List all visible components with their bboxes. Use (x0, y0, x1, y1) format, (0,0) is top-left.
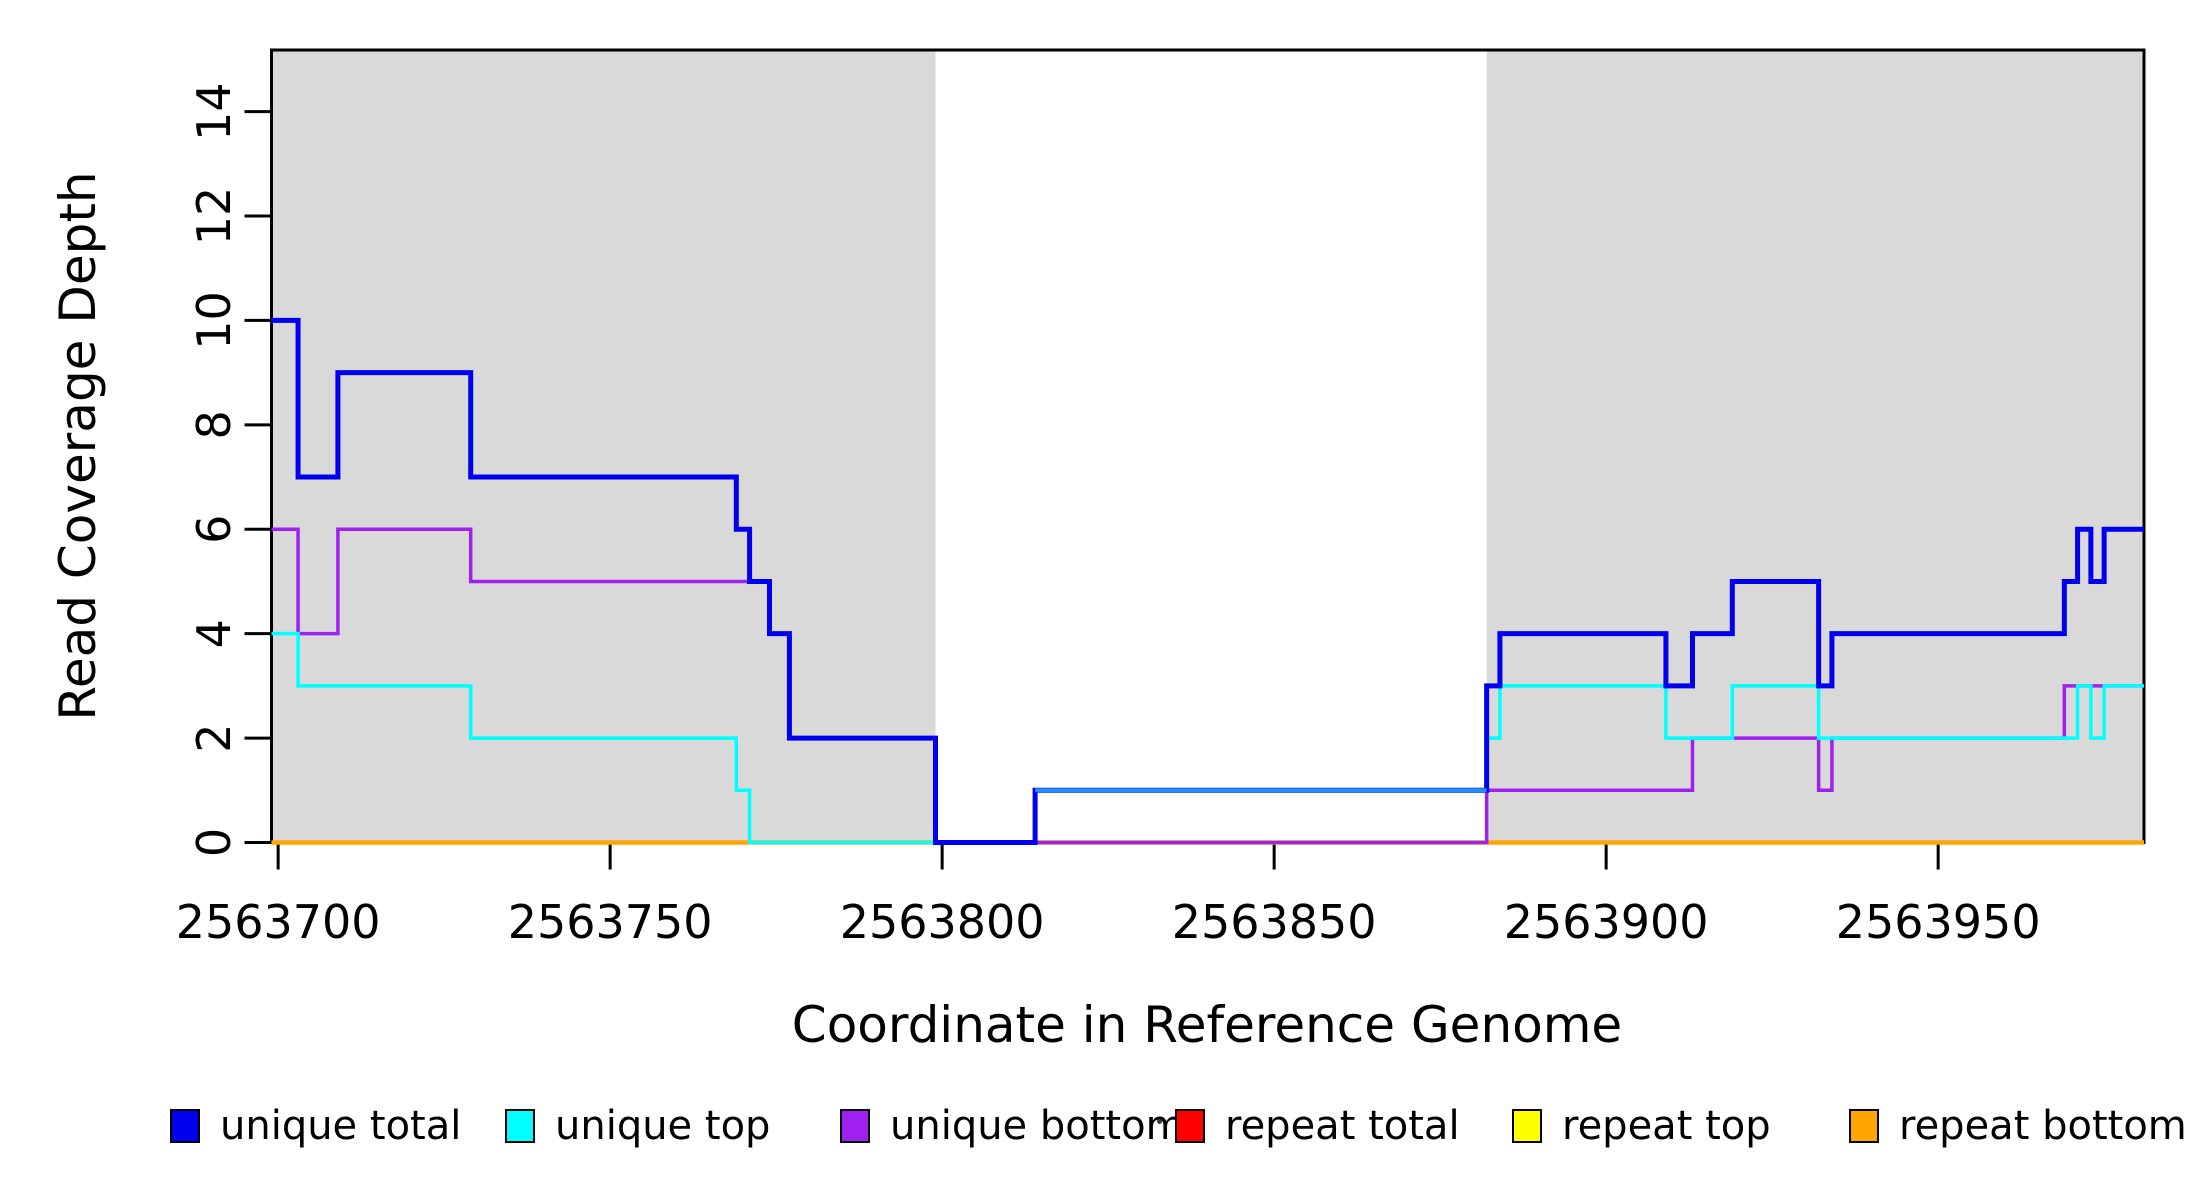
shaded-repeat-region (271, 50, 936, 843)
legend: unique total unique top unique bottom repea… (0, 1096, 2200, 1156)
legend-item-repeat-bottom: repeat bottom (1849, 1096, 2187, 1156)
x-tick-label: 2563800 (840, 895, 1045, 949)
shaded-repeat-region (1486, 50, 2144, 843)
legend-label: unique total (220, 1103, 462, 1149)
y-tick-label: 10 (187, 291, 241, 350)
data-series (271, 317, 2144, 845)
legend-label: repeat bottom (1899, 1103, 2187, 1149)
stray-dot-artifact (1157, 1119, 1162, 1124)
legend-swatch-unique-total (170, 1109, 200, 1143)
x-tick-label: 2563850 (1172, 895, 1377, 949)
series-unique-top (271, 631, 2144, 845)
y-tick-label: 2 (187, 723, 241, 752)
x-axis-title: Coordinate in Reference Genome (792, 996, 1622, 1054)
legend-swatch-repeat-top (1512, 1109, 1542, 1143)
legend-swatch-unique-top (505, 1109, 535, 1143)
plot-svg: 2563700 2563750 2563800 2563850 2563900 25639… (49, 48, 2146, 1054)
y-tick-label: 14 (187, 82, 241, 141)
y-axis: 0 2 4 6 8 10 12 14 (187, 82, 272, 857)
series-unique-total (271, 317, 2144, 845)
y-tick-label: 6 (187, 515, 241, 544)
x-tick-label: 2563750 (508, 895, 713, 949)
legend-swatch-repeat-bottom (1849, 1109, 1879, 1143)
legend-item-unique-top: unique top (505, 1096, 770, 1156)
legend-label: unique top (555, 1103, 771, 1149)
x-tick-label: 2563950 (1836, 895, 2041, 949)
x-tick-label: 2563900 (1504, 895, 1709, 949)
y-axis-title: Read Coverage Depth (49, 171, 107, 720)
legend-swatch-unique-bottom (840, 1109, 870, 1143)
legend-item-unique-bottom: unique bottom (840, 1096, 1185, 1156)
y-tick-label: 4 (187, 619, 241, 648)
legend-label: repeat total (1225, 1103, 1460, 1149)
x-tick-label: 2563700 (176, 895, 381, 949)
y-tick-label: 12 (187, 187, 241, 246)
legend-swatch-repeat-total (1175, 1109, 1205, 1143)
legend-item-repeat-total: repeat total (1175, 1096, 1460, 1156)
legend-item-unique-total: unique total (170, 1096, 461, 1156)
repeat-region-shading (271, 50, 2144, 843)
legend-label: unique bottom (890, 1103, 1185, 1149)
legend-item-repeat-top: repeat top (1512, 1096, 1771, 1156)
y-tick-label: 0 (187, 828, 241, 857)
x-axis: 2563700 2563750 2563800 2563850 2563900 25639… (176, 842, 2041, 949)
y-tick-label: 8 (187, 410, 241, 439)
legend-label: repeat top (1562, 1103, 1771, 1149)
